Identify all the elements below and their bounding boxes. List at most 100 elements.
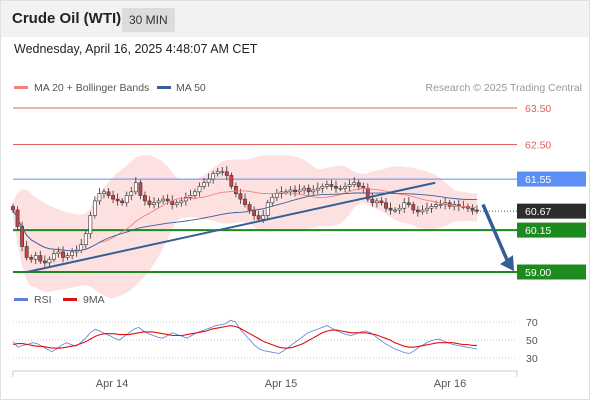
- rsi-tick-label: 30: [526, 353, 538, 365]
- candle-body: [306, 187, 311, 193]
- candle-body: [320, 186, 325, 189]
- candle-body: [361, 186, 366, 189]
- candle-body: [52, 253, 56, 260]
- candle-body: [402, 202, 407, 209]
- candle-body: [197, 186, 202, 193]
- candle-body: [234, 186, 238, 194]
- candle-body: [152, 202, 156, 205]
- candle-body: [188, 195, 193, 198]
- forecast-arrow-head: [500, 255, 514, 272]
- candle-body: [70, 251, 75, 256]
- candle-body: [92, 200, 97, 216]
- ma50-legend-swatch: [157, 86, 171, 89]
- candle-body: [229, 175, 234, 187]
- price-level-label: 63.50: [525, 103, 551, 115]
- candle-body: [124, 195, 129, 204]
- candle-body: [111, 195, 115, 200]
- candle-body: [411, 204, 416, 211]
- candle-body: [42, 260, 47, 264]
- ma20-legend-swatch: [14, 86, 28, 89]
- candle-body: [415, 209, 420, 213]
- candle-body: [56, 251, 61, 255]
- candle-body: [397, 207, 402, 211]
- candle-body: [384, 202, 388, 209]
- candle-body: [211, 173, 216, 180]
- rsi-ma-legend-label: 9MA: [83, 294, 105, 306]
- candle-body: [365, 187, 370, 200]
- candle-body: [347, 184, 352, 187]
- candle-body: [147, 200, 152, 205]
- price-level-label: 62.50: [525, 139, 551, 151]
- ma50-line: [12, 192, 477, 252]
- credit-text: Research © 2025 Trading Central: [425, 82, 582, 94]
- x-tick-label: Apr 14: [96, 378, 128, 390]
- timeframe-button[interactable]: 30 MIN: [122, 8, 175, 32]
- rsi-line: [12, 319, 478, 354]
- candle-body: [143, 195, 147, 202]
- price-level-label: 60.15: [525, 225, 551, 237]
- candle-body: [315, 187, 320, 191]
- candle-body: [429, 206, 434, 209]
- candle-body: [406, 202, 411, 205]
- candle-body: [311, 189, 316, 193]
- candle-body: [293, 189, 297, 193]
- price-level-tag: [517, 171, 586, 187]
- trend-line: [26, 181, 436, 273]
- rsi-tick-label: 50: [526, 335, 538, 347]
- candle-body: [338, 187, 343, 190]
- price-level-label: 59.00: [525, 267, 551, 279]
- candle-body: [270, 196, 275, 204]
- candle-body: [470, 207, 475, 211]
- candle-body: [261, 215, 266, 220]
- candle-body: [120, 200, 125, 204]
- candle-body: [297, 189, 302, 193]
- rsi-legend-swatch: [14, 298, 28, 301]
- candle-body: [274, 193, 279, 198]
- candle-body: [161, 198, 166, 202]
- candle-body: [88, 215, 93, 235]
- candle-body: [29, 257, 34, 260]
- candle-body: [438, 204, 443, 206]
- candle-body: [224, 171, 229, 176]
- rsi-legend-label: RSI: [34, 294, 52, 306]
- candle-body: [206, 178, 211, 184]
- ma50-legend-label: MA 50: [176, 82, 206, 94]
- candle-body: [388, 207, 393, 211]
- price-level-tag: [517, 264, 586, 280]
- bollinger-band: [13, 155, 477, 299]
- price-level-label: 61.55: [525, 174, 551, 186]
- candle-body: [133, 182, 138, 193]
- candle-body: [20, 226, 24, 247]
- price-level-tag: [517, 222, 586, 238]
- candle-body: [393, 209, 398, 212]
- candle-body: [24, 246, 29, 258]
- candle-body: [174, 202, 179, 205]
- candle-body: [329, 184, 334, 187]
- candle-body: [165, 198, 170, 202]
- candle-body: [220, 171, 225, 174]
- timestamp: Wednesday, April 16, 2025 4:48:07 AM CET: [14, 42, 258, 56]
- candle-body: [256, 215, 261, 220]
- candle-body: [183, 196, 188, 202]
- candle-body: [238, 193, 243, 200]
- candle-body: [334, 186, 338, 189]
- candle-body: [343, 186, 347, 189]
- candle-body: [193, 191, 197, 196]
- candle-body: [79, 244, 84, 251]
- x-tick-label: Apr 15: [265, 378, 297, 390]
- candle-body: [115, 198, 120, 202]
- candle-body: [302, 187, 307, 191]
- candle-body: [379, 200, 384, 204]
- candle-body: [475, 209, 479, 212]
- candle-body: [47, 258, 52, 264]
- candle-body: [179, 200, 184, 204]
- candle-body: [129, 191, 134, 196]
- candle-body: [356, 182, 361, 187]
- candle-body: [434, 204, 438, 207]
- header-bar: Crude Oil (WTI) 30 MIN: [1, 1, 589, 37]
- candle-body: [370, 198, 375, 204]
- rsi-tick-label: 70: [526, 317, 538, 329]
- price-level-label: 60.67: [525, 206, 551, 218]
